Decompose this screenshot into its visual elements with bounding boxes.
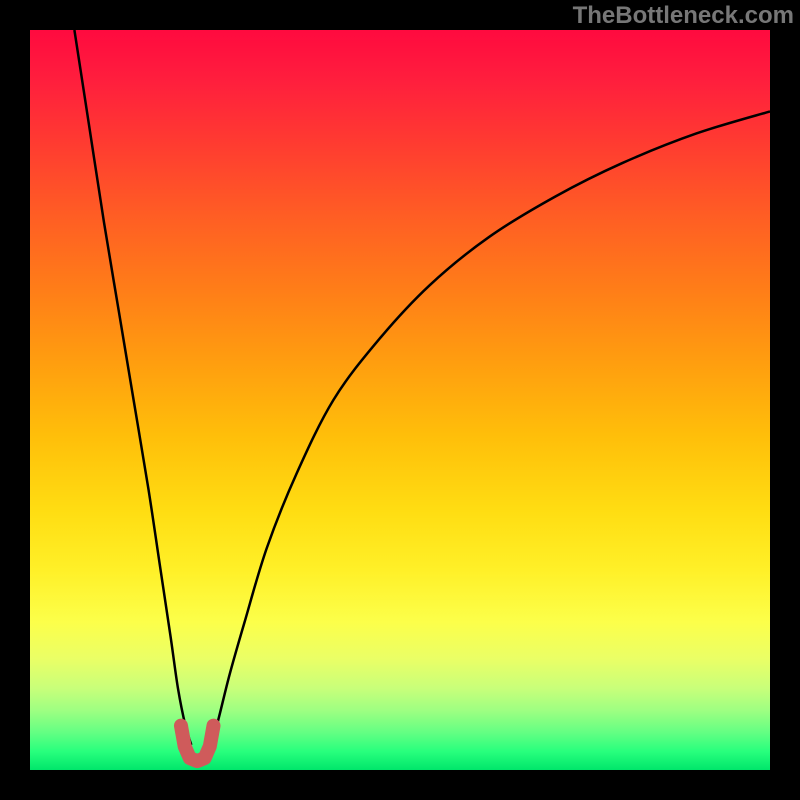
watermark-text: TheBottleneck.com <box>573 2 794 30</box>
plot-area <box>30 30 770 770</box>
bottleneck-chart <box>30 30 770 770</box>
stage: TheBottleneck.com <box>0 0 800 800</box>
gradient-background <box>30 30 770 770</box>
